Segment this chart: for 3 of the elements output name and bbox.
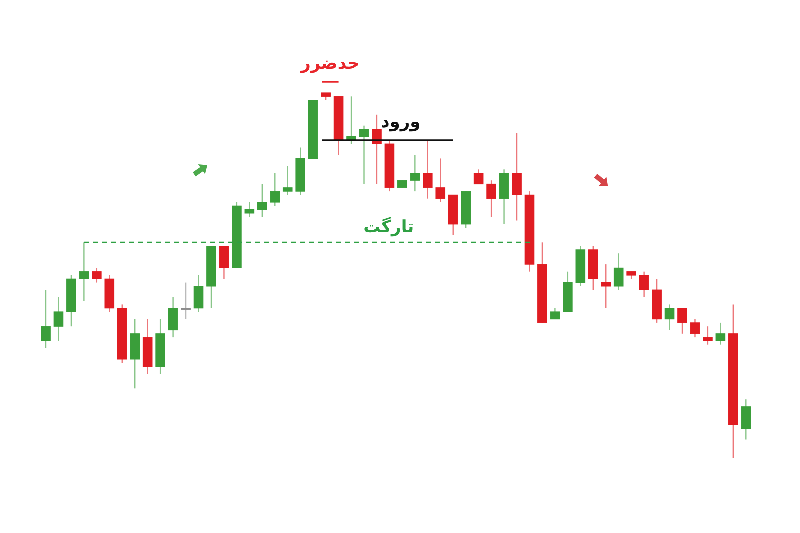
ref-line-label: ورود [381, 112, 421, 132]
ref-line-label: تارگت [364, 216, 414, 238]
ref-line-label: حدضرر [300, 54, 360, 74]
